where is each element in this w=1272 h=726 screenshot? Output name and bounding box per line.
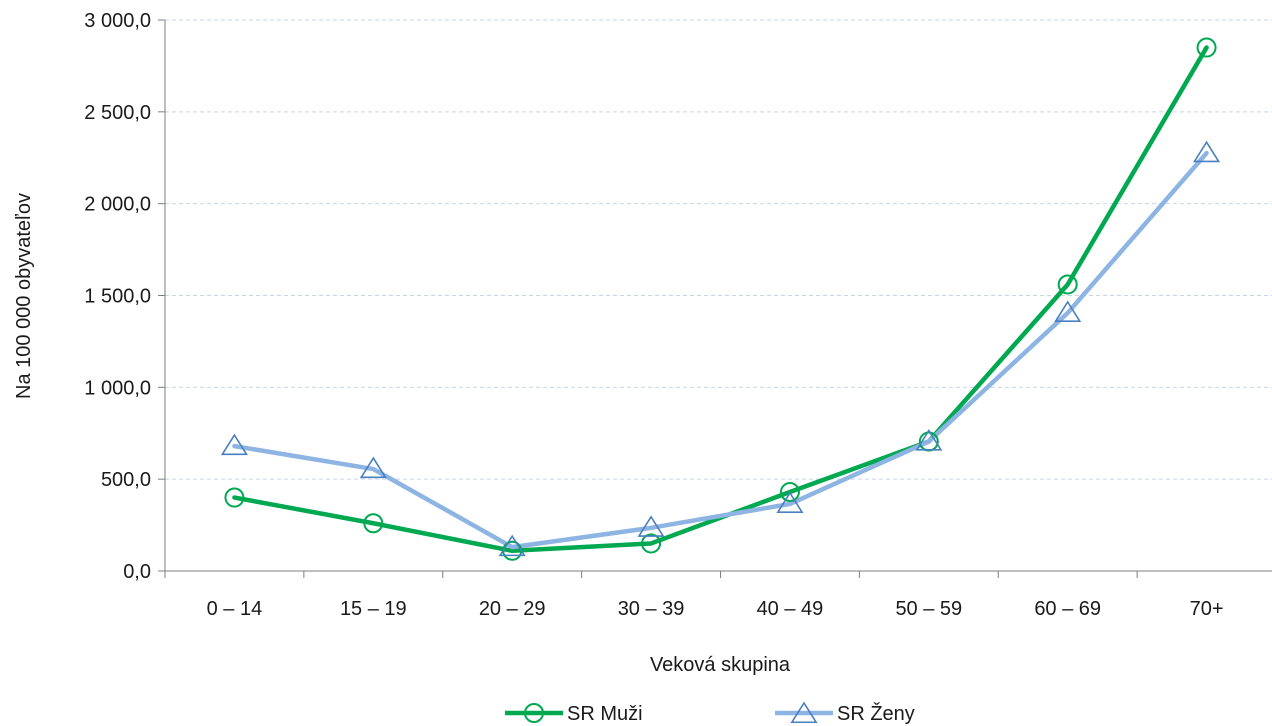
x-tick-labels: 0 – 14 15 – 19 20 – 29 30 – 39 40 – 49 50 – 5… [207, 598, 1224, 620]
series-line-2 [232, 150, 1209, 550]
y-tick-label: 3 000,0 [84, 10, 151, 32]
x-tick-label: 40 – 49 [757, 598, 824, 620]
x-tick-label: 15 – 19 [340, 598, 407, 620]
x-tick-label: 60 – 69 [1034, 598, 1101, 620]
x-tick-label: 50 – 59 [895, 598, 962, 620]
y-axis-title: Na 100 000 obyvateľov [13, 193, 35, 399]
data-point-series-1 [1196, 37, 1217, 58]
legend-label-2: SR Ženy [837, 702, 915, 725]
y-tick-labels: 0,0 500,0 1 000,0 1 500,0 2 000,0 2 500,0 3 00… [84, 10, 151, 583]
legend-marker-1 [524, 703, 544, 723]
data-point-series-1 [224, 487, 245, 508]
data-point-series-2 [498, 534, 526, 557]
axes [158, 19, 1272, 578]
y-tick-label: 1 500,0 [84, 286, 151, 308]
y-tick-label: 1 000,0 [84, 377, 151, 399]
y-tick-label: 2 000,0 [84, 194, 151, 216]
data-point-series-1 [502, 540, 523, 561]
x-tick-label: 0 – 14 [207, 598, 263, 620]
data-point-series-2 [220, 433, 248, 456]
data-point-series-1 [641, 533, 662, 554]
x-tick-label: 20 – 29 [479, 598, 546, 620]
legend-label-1: SR Muži [567, 703, 643, 725]
legend: SR Muži SR Ženy [505, 701, 915, 725]
data-point-series-2 [1193, 140, 1221, 163]
x-tick-label: 70+ [1190, 598, 1224, 620]
legend-marker-2 [790, 701, 818, 724]
x-axis-title: Veková skupina [650, 654, 791, 676]
y-tick-label: 500,0 [101, 469, 151, 491]
y-tick-label: 0,0 [123, 561, 151, 583]
gridlines [165, 19, 1272, 480]
x-tick-label: 30 – 39 [618, 598, 685, 620]
data-point-series-1 [1057, 274, 1078, 295]
data-point-series-2 [359, 456, 387, 479]
data-point-series-2 [776, 491, 804, 514]
data-point-series-1 [779, 482, 800, 503]
data-point-series-1 [363, 513, 384, 534]
data-point-series-2 [915, 429, 943, 451]
data-point-series-2 [1054, 300, 1082, 322]
data-point-series-2 [637, 515, 665, 537]
series [220, 37, 1221, 561]
y-tick-label: 2 500,0 [84, 102, 151, 124]
